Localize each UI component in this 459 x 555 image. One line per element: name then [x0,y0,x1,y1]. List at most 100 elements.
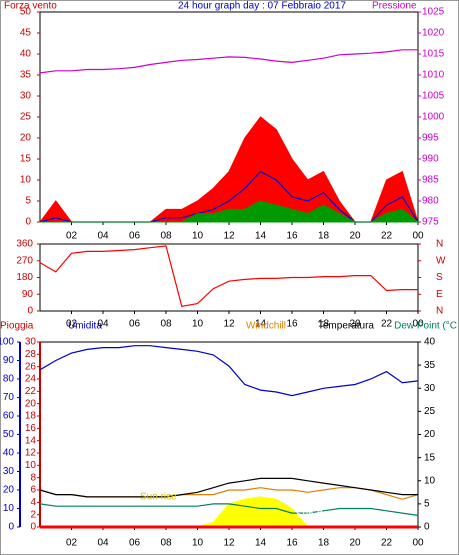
y-tick-label: 14 [25,435,37,446]
y-tick-label: 90 [3,355,15,366]
pressure-label: Pressione [372,1,417,12]
y-tick-label: 985 [422,175,439,186]
x-tick-label: 02 [66,319,78,330]
y-tick-label: 4 [30,497,36,508]
series-area [40,200,420,223]
y-tick-label: 1025 [422,7,445,18]
y-tick-label: 90 [22,289,34,300]
x-tick-label: 04 [97,319,109,330]
x-tick-label: 08 [160,319,172,330]
x-tick-label: 02 [66,231,78,242]
y-tick-label: 10 [3,503,15,514]
y-tick-label: N [436,306,443,317]
y-tick-label: 1015 [422,49,445,60]
y-tick-label: 990 [422,154,439,165]
y-tick-label: 10 [25,460,37,471]
plot-area [39,341,419,528]
legend-label: Windchill [246,321,286,332]
x-tick-label: 06 [129,538,141,549]
x-tick-label: 16 [286,319,298,330]
y-tick-label: 20 [3,485,15,496]
y-tick-label: 5 [424,499,430,510]
x-tick-label: 18 [318,319,330,330]
series-line [39,245,418,307]
x-tick-label: 02 [66,538,78,549]
x-tick-label: 06 [129,319,141,330]
y-tick-label: N [436,239,443,250]
y-tick-label: 40 [424,337,436,348]
y-tick-label: 980 [422,196,439,207]
x-tick-label: 00 [412,538,424,549]
y-tick-label: 15 [20,154,32,165]
y-tick-label: 10 [20,175,32,186]
x-tick-label: 14 [255,538,267,549]
y-tick-label: 24 [25,374,37,385]
y-tick-label: 1010 [422,70,445,81]
y-tick-label: 1000 [422,112,445,123]
y-tick-label: 5 [25,196,31,207]
x-tick-label: 12 [223,538,235,549]
x-tick-label: 08 [160,538,172,549]
y-tick-label: 12 [25,448,37,459]
x-tick-label: 22 [381,319,393,330]
x-tick-label: 16 [286,538,298,549]
y-tick-label: 270 [16,255,33,266]
y-tick-label: 45 [20,28,32,39]
humidity-label: Umidita [68,321,102,332]
y-tick-label: 35 [424,360,436,371]
y-tick-label: 100 [0,337,14,348]
y-tick-label: 50 [20,7,32,18]
x-tick-label: 14 [255,231,267,242]
x-tick-label: 12 [223,231,235,242]
x-tick-label: 20 [349,231,361,242]
y-tick-label: 15 [424,452,436,463]
y-tick-label: 180 [16,272,33,283]
plot-area [39,243,419,312]
y-tick-label: 360 [16,239,33,250]
y-tick-label: 40 [3,448,15,459]
y-tick-label: 1005 [422,91,445,102]
x-tick-label: 10 [192,319,204,330]
y-tick-label: 18 [25,411,37,422]
x-tick-label: 08 [160,231,172,242]
y-tick-label: 30 [3,466,15,477]
x-tick-label: 12 [223,319,235,330]
x-tick-label: 04 [97,538,109,549]
annotation: Sun Set [296,510,332,521]
y-tick-label: 0 [27,306,33,317]
x-tick-label: 20 [349,319,361,330]
x-tick-label: 06 [129,231,141,242]
y-tick-label: 20 [20,133,32,144]
y-tick-label: 20 [424,429,436,440]
x-tick-label: 18 [318,538,330,549]
y-tick-label: 40 [20,49,32,60]
y-tick-label: 10 [424,475,436,486]
y-tick-label: 25 [424,406,436,417]
y-tick-label: 0 [30,522,36,533]
series-line [39,49,418,74]
y-tick-label: 22 [25,386,37,397]
x-tick-label: 10 [192,231,204,242]
y-tick-label: 0 [424,522,430,533]
y-tick-label: W [436,255,446,266]
x-tick-label: 14 [255,319,267,330]
x-tick-label: 22 [381,231,393,242]
x-tick-label: 16 [286,231,298,242]
x-tick-label: 18 [318,231,330,242]
x-tick-label: 10 [192,538,204,549]
series-line [39,503,419,516]
y-tick-label: 0 [8,522,14,533]
y-tick-label: 16 [25,423,37,434]
series-line [39,345,419,397]
y-tick-label: 30 [25,337,37,348]
y-tick-label: 975 [422,217,439,228]
y-tick-label: 30 [424,383,436,394]
y-tick-label: 60 [3,411,15,422]
y-tick-label: 28 [25,349,37,360]
annotation: Sun rise [140,492,177,503]
y-tick-label: 26 [25,361,37,372]
x-tick-label: 04 [97,231,109,242]
wind-label: Forza vento [4,1,57,12]
y-tick-label: 1020 [422,28,445,39]
x-tick-label: 00 [412,319,424,330]
